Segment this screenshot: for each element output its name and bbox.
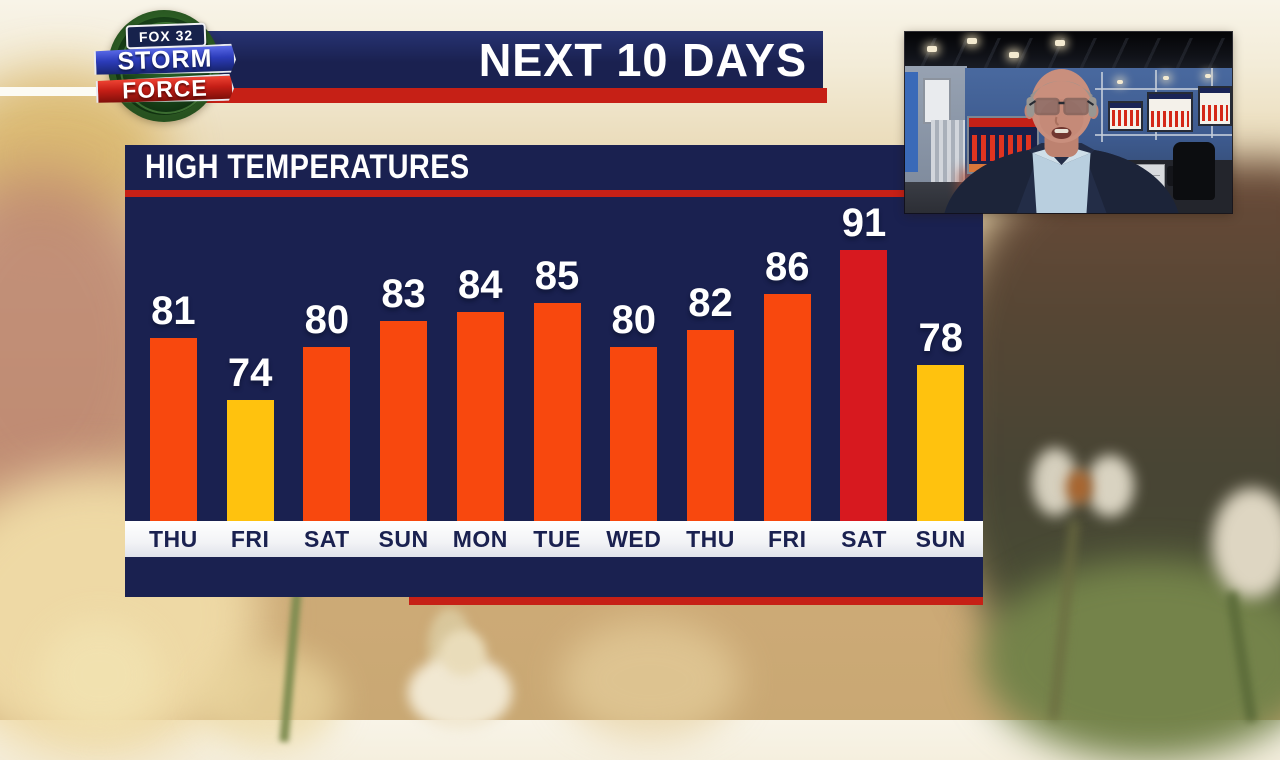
day-label: THU [148, 525, 198, 552]
banner-bar: NEXT 10 DAYS [150, 31, 823, 88]
bar-column: 84 [442, 265, 519, 521]
temp-bar [303, 347, 351, 521]
day-label: THU [686, 525, 735, 552]
flower-bud [428, 608, 472, 684]
temp-bar [687, 330, 734, 521]
white-flower [1086, 455, 1134, 517]
day-label: WED [606, 525, 662, 552]
studio-monitor [1108, 101, 1143, 131]
banner-title: NEXT 10 DAYS [478, 33, 807, 86]
shelf-rail [1095, 134, 1232, 136]
bar-column: 85 [519, 256, 596, 521]
chart-footer-bar [125, 557, 983, 597]
temp-bar [840, 250, 888, 521]
bar-column: 86 [749, 247, 826, 521]
bokeh-blob [200, 650, 340, 750]
screen-header [969, 118, 1037, 127]
bar-column: 81 [135, 291, 212, 521]
temp-bar [149, 338, 197, 521]
day-axis: THU FRI SAT SUN MON TUE WED THU FRI SAT SUN [125, 521, 983, 557]
day-label: FRI [230, 525, 270, 552]
lighting-truss [905, 38, 1232, 68]
bar-value-label: 83 [381, 272, 426, 316]
temp-bar [380, 321, 428, 521]
flower-center [1066, 470, 1092, 504]
temp-bar [610, 347, 658, 521]
monitor-chart-header [1200, 88, 1230, 93]
footer-red-stripe [409, 597, 983, 605]
temp-bar [917, 365, 965, 521]
title-underline-stripe [125, 190, 983, 197]
monitor-chart-header [1110, 103, 1141, 108]
monitor-chart-bars [1151, 111, 1189, 127]
flower-stem [1225, 591, 1258, 723]
bokeh-blob [560, 620, 740, 740]
studio-light [967, 38, 977, 44]
monitor-spotlight [1163, 76, 1169, 80]
white-flower [1032, 448, 1078, 516]
bar-column: 91 [826, 203, 903, 521]
temp-bar [226, 400, 274, 521]
shelf-rail [1095, 88, 1232, 90]
bar-value-label: 81 [151, 289, 196, 333]
grass-blob [980, 560, 1280, 760]
bar-value-label: 86 [764, 245, 810, 289]
bar-column: 82 [672, 283, 749, 521]
temp-bar [763, 294, 811, 521]
presenter-video-inset [905, 32, 1232, 213]
bar-column: 74 [212, 353, 289, 521]
bar-value-label: 91 [841, 201, 887, 245]
bar-column: 78 [902, 318, 979, 521]
chart-plot-area: 81 74 80 83 84 85 80 82 86 91 78 [125, 197, 983, 521]
studio-light [1009, 52, 1019, 58]
bar-value-label: 80 [611, 298, 657, 342]
bar-column: 80 [288, 300, 365, 521]
monitor-chart-bars [1202, 105, 1228, 121]
white-flower [440, 630, 486, 676]
bokeh-blob [40, 620, 160, 730]
dark-foliage-area [950, 160, 1280, 680]
bar-value-label: 85 [534, 254, 580, 298]
day-label: SUN [378, 525, 429, 552]
presenter [944, 69, 1178, 213]
white-flower [1212, 488, 1280, 598]
day-label: SAT [841, 525, 887, 552]
bars-row: 81 74 80 83 84 85 80 82 86 91 78 [135, 197, 979, 521]
forecast-chart-panel: HIGH TEMPERATURES 81 74 80 83 84 85 80 82 86 91 78… [125, 145, 983, 605]
bar-value-label: 78 [918, 316, 963, 360]
studio-light [927, 46, 937, 52]
bar-column: 83 [365, 274, 442, 521]
monitor-spotlight [1205, 74, 1211, 78]
day-label: SUN [915, 525, 966, 552]
studio-blue-panel [905, 72, 918, 172]
logo-network-plate: FOX 32 [125, 22, 207, 50]
day-label: TUE [533, 525, 581, 552]
storm-force-logo: FOX 32 STORM FORCE [94, 2, 238, 130]
bar-value-label: 80 [304, 298, 350, 342]
monitor-spotlight [1117, 80, 1123, 84]
monitor-chart-header [1149, 94, 1191, 99]
bar-value-label: 74 [227, 351, 273, 395]
temp-bar [456, 312, 504, 521]
white-flower [408, 655, 512, 730]
temp-bar [533, 303, 581, 521]
chart-title: HIGH TEMPERATURES [145, 148, 470, 186]
flower-stem [1049, 520, 1079, 720]
studio-monitor [1198, 86, 1232, 126]
day-label: SAT [303, 525, 350, 552]
bar-value-label: 84 [458, 263, 503, 307]
day-label: MON [452, 525, 508, 552]
monitor-chart-bars [1112, 110, 1139, 126]
chart-title-bar: HIGH TEMPERATURES [125, 145, 983, 190]
bar-column: 80 [595, 300, 672, 521]
bar-value-label: 82 [688, 281, 733, 325]
studio-monitor [1147, 92, 1193, 132]
banner-red-stripe [150, 88, 827, 103]
studio-light [1055, 40, 1065, 46]
shelf-post [1101, 72, 1103, 142]
day-label: FRI [767, 525, 807, 552]
